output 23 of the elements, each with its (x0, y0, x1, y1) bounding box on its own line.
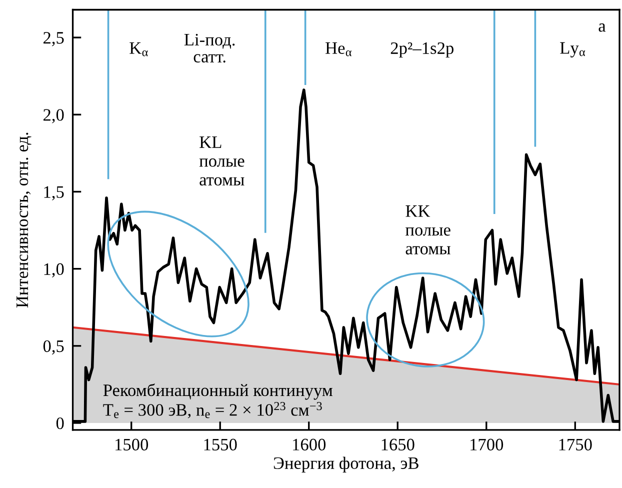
x-tick-label: 1700 (470, 438, 504, 450)
y-tick-label: 1,5 (44, 186, 64, 200)
ref-line-label: Li-под. сатт. (184, 34, 235, 63)
x-tick-label: 1600 (293, 438, 326, 450)
x-tick-label: 1550 (204, 438, 237, 450)
text: Рекомбинационный континуум T$_{e}$ = 300 эВ, n$_{e}$ = 2 × 10$^{23}$ см$^{−3}$ (103, 384, 332, 418)
y-tick-label: 0,5 (43, 340, 64, 355)
x-tick-label: 1500 (116, 438, 148, 450)
ref-line-label: 2p²–1s2p (390, 42, 454, 58)
ref-line-label: He$_{α}$ (326, 42, 352, 56)
annotation: a (598, 23, 606, 32)
y-tick-label: 2,0 (44, 109, 64, 124)
ref-line-label: Ly$_{α}$ (560, 42, 586, 58)
annotation: KK полые атомы (406, 205, 450, 254)
x-tick-label: 1750 (559, 438, 592, 450)
annotation: KL полые атомы (199, 136, 244, 186)
x-tick-label: 1650 (382, 438, 414, 450)
x-axis-title: Энергия фотона, эВ (274, 456, 418, 473)
y-axis-title: Интенсивность, отн. ед. (16, 132, 32, 308)
y-tick-label: 0 (56, 417, 64, 430)
ref-line-label: K$_{α}$ (130, 42, 148, 56)
y-tick-label: 1,0 (44, 263, 64, 278)
y-tick-label: 2,5 (44, 32, 64, 46)
